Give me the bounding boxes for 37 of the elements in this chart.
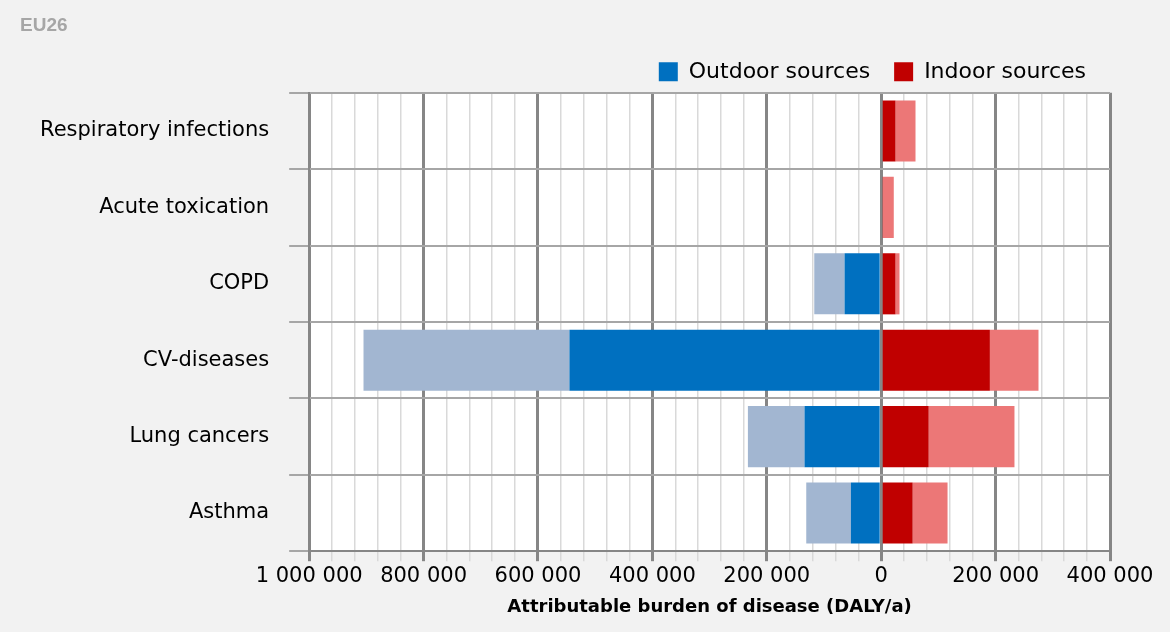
x-tick-label: 400 000 (1066, 563, 1154, 588)
bar (895, 100, 916, 162)
x-tick-label: 400 000 (608, 563, 696, 588)
x-axis-title: Attributable burden of disease (DALY/a) (507, 594, 912, 616)
legend-label: Indoor sources (924, 57, 1086, 83)
x-tick-label: 200 000 (723, 563, 811, 588)
bar (928, 406, 1015, 468)
bar (912, 482, 948, 544)
y-tick-label: Respiratory infections (39, 117, 270, 142)
bar (882, 482, 913, 544)
bar (814, 253, 845, 315)
x-tick-label: 1 000 000 (255, 563, 363, 588)
x-tick-label: 800 000 (380, 563, 467, 588)
bar (989, 329, 1039, 391)
bar (882, 329, 990, 391)
legend-label: Outdoor sources (688, 57, 871, 83)
bar (363, 329, 570, 391)
y-tick-label: Acute toxication (99, 193, 270, 218)
bar (844, 253, 880, 315)
bar (569, 329, 880, 391)
bar (804, 406, 880, 468)
y-tick-label: Asthma (188, 499, 270, 524)
y-tick-label: CV-diseases (143, 346, 270, 371)
bar (882, 253, 896, 315)
x-tick-label: 200 000 (952, 563, 1040, 588)
bar (747, 406, 805, 468)
bar (882, 406, 929, 468)
x-tick-label: 0 (874, 563, 888, 588)
bar (806, 482, 851, 544)
x-tick-label: 600 000 (494, 563, 582, 588)
bar (882, 100, 896, 162)
bar (850, 482, 880, 544)
y-tick-label: COPD (209, 270, 270, 295)
bar (882, 176, 894, 238)
text: EU26 (20, 13, 68, 35)
bar (895, 253, 900, 315)
y-tick-label: Lung cancers (129, 423, 270, 448)
